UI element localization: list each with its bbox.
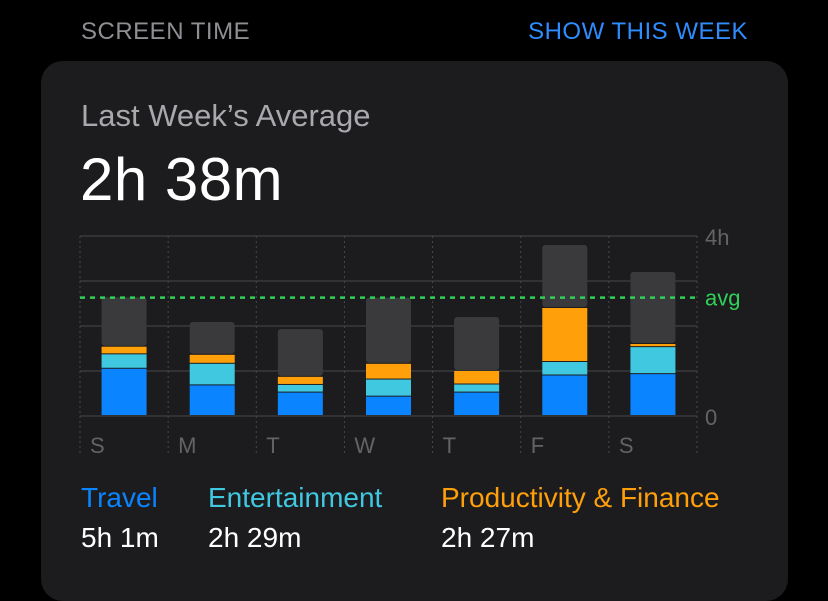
bar-segment — [101, 354, 147, 368]
bar-segment — [101, 346, 147, 354]
average-line-label: avg — [705, 286, 740, 311]
legend-travel-name: Travel — [81, 482, 158, 513]
bar-segment — [189, 354, 235, 363]
bar-segment-other — [454, 317, 500, 370]
bar-segment — [277, 384, 323, 392]
bar-segment — [366, 396, 411, 415]
section-title: SCREEN TIME — [81, 18, 251, 45]
legend-entertainment-time: 2h 29m — [208, 522, 302, 553]
legend-entertainment[interactable]: Entertainment 2h 29m — [208, 480, 382, 556]
bar-segment — [542, 308, 588, 361]
day-tick-label: F — [531, 433, 544, 458]
legend-entertainment-name: Entertainment — [208, 482, 383, 513]
bar-segment-other — [366, 297, 411, 363]
day-tick-label: T — [443, 433, 456, 458]
bar-segment-other — [189, 321, 235, 354]
bar-segment-other — [101, 297, 147, 346]
day-tick-label: S — [619, 433, 634, 458]
bar-segment-other — [630, 272, 676, 343]
average-value: 2h 38m — [80, 146, 284, 213]
day-tick-label: M — [178, 433, 196, 458]
bar-segment — [454, 371, 500, 384]
bar-segment-other — [542, 245, 588, 307]
bar-segment — [630, 374, 676, 415]
bar-segment-other — [277, 329, 323, 376]
legend-productivity[interactable]: Productivity & Finance 2h 27m — [441, 480, 720, 556]
legend-productivity-name: Productivity & Finance — [441, 482, 720, 513]
day-tick-label: W — [354, 433, 375, 458]
show-this-week-link[interactable]: SHOW THIS WEEK — [528, 18, 748, 45]
section-header: SCREEN TIME SHOW THIS WEEK — [81, 14, 748, 50]
bar-segment — [101, 368, 147, 415]
bar-segment — [277, 392, 323, 415]
bar-segment — [630, 347, 676, 374]
bar-segment — [542, 362, 588, 375]
bar-segment — [189, 363, 235, 385]
bar-segment — [454, 392, 500, 415]
bar-segment — [189, 385, 235, 415]
bar-segment — [366, 363, 411, 379]
bar-segment — [630, 344, 676, 347]
day-tick-label: T — [266, 433, 279, 458]
y-tick-label-zero: 0 — [705, 405, 717, 430]
legend-productivity-time: 2h 27m — [441, 522, 535, 553]
bar-segment — [277, 376, 323, 384]
bar-segment — [366, 379, 411, 396]
bar-segment — [542, 375, 588, 415]
legend-travel[interactable]: Travel 5h 1m — [81, 480, 159, 556]
legend-travel-time: 5h 1m — [81, 522, 159, 553]
y-tick-label-max: 4h — [705, 225, 729, 250]
day-tick-label: S — [90, 433, 105, 458]
bar-segment — [454, 384, 500, 392]
category-legend: Travel 5h 1m Entertainment 2h 29m Produc… — [0, 480, 828, 560]
average-label: Last Week’s Average — [81, 98, 371, 133]
